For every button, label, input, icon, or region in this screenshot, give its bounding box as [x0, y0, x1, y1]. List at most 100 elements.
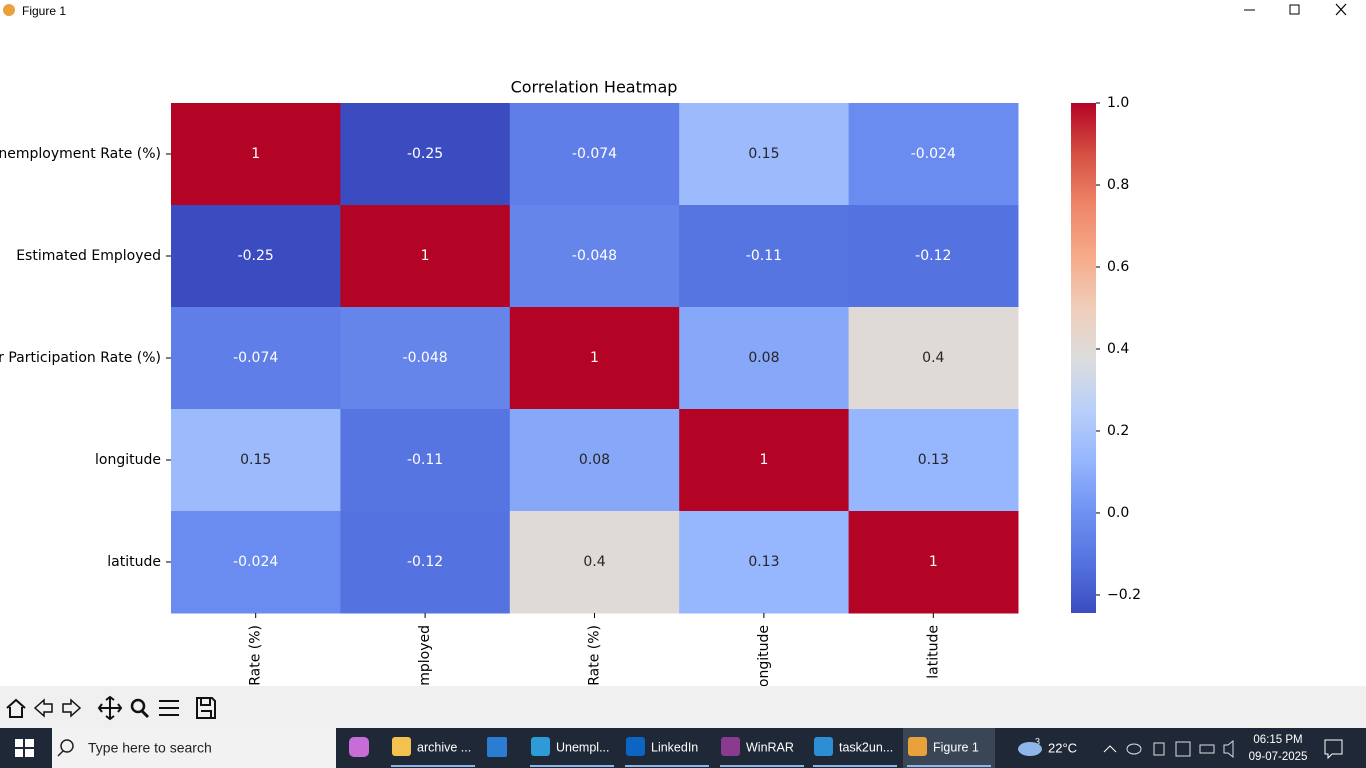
maximize-button[interactable] — [1289, 4, 1300, 15]
app-label: LinkedIn — [651, 740, 698, 754]
tray-icons — [1126, 739, 1234, 759]
chart: Correlation Heatmap 1 -0.25 -0.074 0.15 -0.0… — [0, 78, 1141, 688]
cell-annotation: -0.024 — [911, 146, 956, 162]
app-icon — [814, 737, 833, 756]
app-icon — [908, 737, 927, 756]
heatmap-cell — [848, 511, 1019, 614]
heatmap-cell — [171, 409, 341, 512]
app-indicator — [907, 765, 991, 767]
app-indicator — [530, 765, 614, 767]
heatmap-cell — [171, 103, 341, 206]
colorbar-tick-label: 0.4 — [1107, 341, 1129, 357]
heatmap-cell — [509, 511, 680, 614]
colorbar-tick-label: 0.0 — [1107, 505, 1129, 521]
cell-annotation: 0.13 — [748, 554, 779, 570]
heatmap-cell — [679, 511, 850, 614]
heatmap-cell — [171, 511, 341, 614]
app-indicator — [720, 765, 804, 767]
heatmap-cell — [679, 103, 850, 206]
close-button[interactable] — [1335, 3, 1347, 16]
search-placeholder: Type here to search — [88, 740, 212, 756]
y-tick-label: Estimated Employed — [16, 248, 161, 264]
y-tick-label: r Participation Rate (%) — [0, 350, 161, 366]
zoom-button[interactable] — [130, 698, 146, 714]
cell-annotation: 0.08 — [748, 350, 779, 366]
cell-annotation: -0.074 — [572, 146, 617, 162]
cell-annotation: -0.12 — [915, 248, 951, 264]
notifications-button[interactable] — [1324, 739, 1343, 760]
configure-button[interactable] — [159, 700, 179, 716]
heatmap-cell — [171, 205, 341, 308]
cell-annotation: -0.048 — [403, 350, 448, 366]
search-box[interactable] — [52, 728, 336, 768]
y-tick-label: latitude — [107, 554, 161, 570]
app-label: Figure 1 — [933, 740, 979, 754]
store-icon[interactable] — [487, 737, 507, 757]
app-icon — [392, 737, 411, 756]
forward-button[interactable] — [62, 698, 82, 718]
search-icon-handle — [57, 750, 64, 757]
colorbar — [1071, 103, 1096, 613]
app-icon — [721, 737, 740, 756]
x-tick-label: ongitude — [756, 625, 772, 687]
colorbar-tick-label: 0.6 — [1107, 259, 1129, 275]
cell-annotation: 0.15 — [240, 452, 271, 468]
cell-annotation: -0.048 — [572, 248, 617, 264]
cell-annotation: 0.08 — [579, 452, 610, 468]
colorbar-tick-label: 0.2 — [1107, 423, 1129, 439]
heatmap-cell — [340, 103, 511, 206]
app-label: WinRAR — [746, 740, 794, 754]
save-button[interactable] — [196, 697, 216, 719]
weather-icon — [1018, 742, 1042, 756]
app-label: task2un... — [839, 740, 893, 754]
app-icon — [626, 737, 645, 756]
copilot-icon[interactable] — [349, 737, 369, 757]
heatmap-cell — [509, 307, 680, 410]
heatmap-cell — [509, 103, 680, 206]
cell-annotation: -0.11 — [407, 452, 443, 468]
cell-annotation: 0.15 — [748, 146, 779, 162]
heatmap-cell — [848, 103, 1019, 206]
chart-title: Correlation Heatmap — [511, 78, 678, 97]
weather-temp[interactable]: 22°C — [1048, 740, 1077, 755]
colorbar-tick-label: 0.8 — [1107, 177, 1129, 193]
heatmap-cell — [509, 205, 680, 308]
app-label: Unempl... — [556, 740, 610, 754]
weather-badge: 3 — [1035, 736, 1040, 746]
cell-annotation: -0.12 — [407, 554, 443, 570]
clock-time[interactable]: 06:15 PM — [1253, 734, 1302, 746]
x-tick-label: latitude — [925, 625, 941, 679]
toolbar — [0, 686, 1366, 728]
cell-annotation: 0.4 — [922, 350, 944, 366]
title-bar — [0, 0, 1366, 22]
heatmap-cell — [679, 205, 850, 308]
x-tick-label: mployed — [417, 625, 433, 686]
cell-annotation: -0.11 — [746, 248, 782, 264]
heatmap-cell — [509, 409, 680, 512]
y-tick-label: longitude — [95, 452, 161, 468]
pan-button[interactable] — [97, 695, 123, 721]
app-indicator — [625, 765, 709, 767]
home-button[interactable] — [6, 698, 26, 718]
search-icon — [60, 739, 74, 753]
cell-annotation: -0.25 — [407, 146, 443, 162]
back-button[interactable] — [33, 698, 53, 718]
clock-date[interactable]: 09-07-2025 — [1249, 751, 1308, 763]
cell-annotation: -0.024 — [233, 554, 278, 570]
cell-annotation: 1 — [759, 452, 768, 468]
app-label: archive ... — [417, 740, 471, 754]
start-button[interactable] — [15, 739, 34, 757]
app-indicator — [391, 765, 475, 767]
heatmap-cell — [679, 307, 850, 410]
heatmap-cell — [340, 205, 511, 308]
app-indicator — [813, 765, 897, 767]
heatmap-cell — [848, 409, 1019, 512]
colorbar-tick-label: −0.2 — [1107, 587, 1141, 603]
x-tick-label: Rate (%) — [587, 625, 603, 686]
cell-annotation: 0.13 — [918, 452, 949, 468]
tray-expand[interactable] — [1103, 745, 1117, 753]
colorbar-tick-label: 1.0 — [1107, 95, 1129, 111]
y-tick-label: nemployment Rate (%) — [0, 146, 161, 162]
